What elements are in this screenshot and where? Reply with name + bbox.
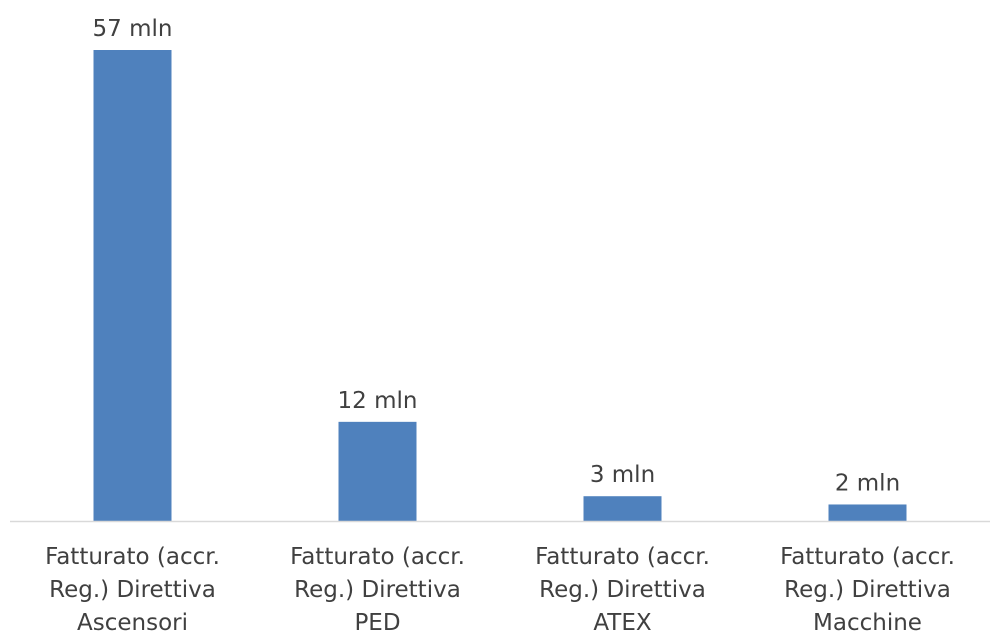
x-tick-label-line: Reg.) Direttiva bbox=[539, 577, 706, 603]
x-tick-label-line: Reg.) Direttiva bbox=[294, 577, 461, 603]
x-tick-label: Fatturato (accr. Reg.) Direttiva Macchine bbox=[780, 544, 955, 635]
x-tick-label-line: Ascensori bbox=[77, 610, 188, 635]
data-labels-group: 57 mln 12 mln 3 mln 2 mln bbox=[93, 16, 901, 496]
x-tick-label: Fatturato (accr. Reg.) Direttiva Ascensori bbox=[45, 544, 220, 635]
x-tick-label-line: Reg.) Direttiva bbox=[784, 577, 951, 603]
x-tick-labels-group: Fatturato (accr. Reg.) Direttiva Ascensori… bbox=[45, 544, 955, 635]
bars-group bbox=[93, 50, 907, 521]
x-tick-label-line: ATEX bbox=[593, 610, 652, 635]
bar-value-label: 12 mln bbox=[338, 388, 418, 414]
x-tick-label-line: Fatturato (accr. bbox=[45, 544, 220, 570]
x-tick-label-line: Fatturato (accr. bbox=[780, 544, 955, 570]
bar-value-label: 3 mln bbox=[590, 462, 655, 488]
bar-value-label: 57 mln bbox=[93, 16, 173, 42]
x-tick-label: Fatturato (accr. Reg.) Direttiva PED bbox=[290, 544, 465, 635]
bar bbox=[583, 496, 662, 521]
bar bbox=[93, 50, 172, 521]
x-tick-label-line: Fatturato (accr. bbox=[535, 544, 710, 570]
x-tick-label: Fatturato (accr. Reg.) Direttiva ATEX bbox=[535, 544, 710, 635]
bar-value-label: 2 mln bbox=[835, 470, 900, 496]
x-tick-label-line: Macchine bbox=[813, 610, 922, 635]
x-tick-label-line: Fatturato (accr. bbox=[290, 544, 465, 570]
bar bbox=[338, 421, 417, 521]
x-tick-label-line: PED bbox=[354, 610, 400, 635]
bar bbox=[828, 504, 907, 521]
x-tick-label-line: Reg.) Direttiva bbox=[49, 577, 216, 603]
